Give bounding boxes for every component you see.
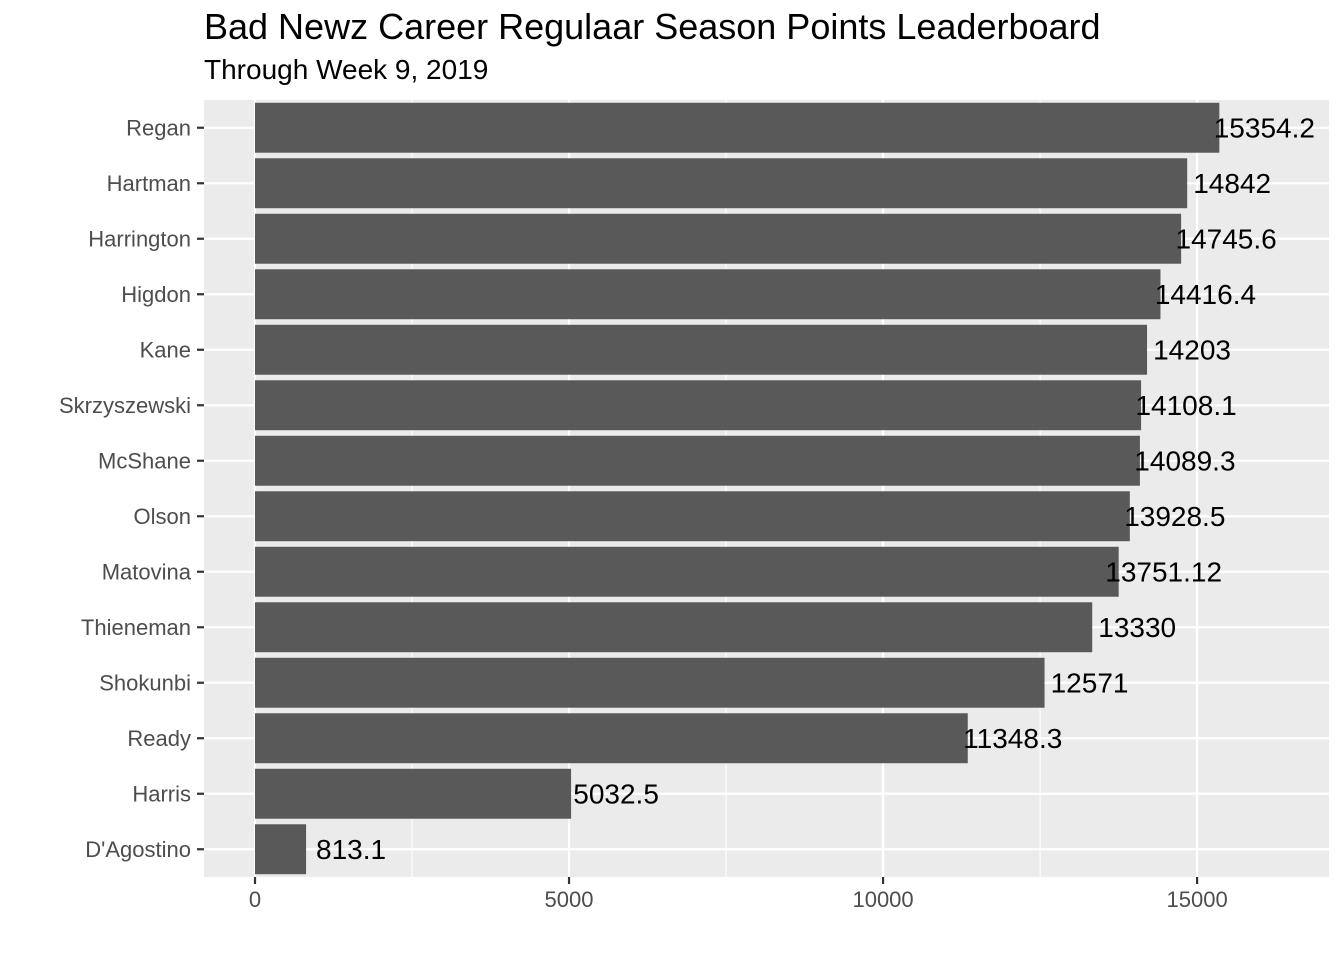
bars [254,102,1220,875]
data-label: 14842 [1193,168,1271,199]
category-label: Regan [126,115,191,140]
bar [254,380,1142,431]
data-label: 13928.5 [1124,501,1225,532]
bar [254,768,572,819]
bar [254,491,1130,542]
y-axis: Regan Hartman Harrington Higdon Kane Skrzysze… [59,115,204,862]
bar [254,824,307,875]
bar [254,657,1045,708]
category-label: Hartman [107,171,191,196]
category-label: D'Agostino [85,837,191,862]
data-label: 13330 [1098,612,1176,643]
data-label: 14089.3 [1134,445,1235,476]
category-label: Shokunbi [99,670,191,695]
category-label: McShane [98,448,191,473]
chart-title: Bad Newz Career Regulaar Season Points L… [204,6,1101,47]
bar [254,546,1119,597]
bar [254,324,1148,375]
data-labels: 15354.2 14842 14745.6 14416.4 14203 14108.1 14… [316,112,1315,865]
x-tick-label: 5000 [545,887,594,912]
bar [254,158,1188,209]
chart-subtitle: Through Week 9, 2019 [204,54,489,85]
category-label: Ready [127,726,191,751]
x-tick-label: 0 [249,887,261,912]
data-label: 14203 [1153,334,1231,365]
data-label: 5032.5 [573,778,659,809]
bar [254,269,1161,320]
category-label: Kane [140,337,191,362]
category-label: Matovina [102,559,192,584]
data-label: 14108.1 [1135,390,1236,421]
x-tick-label: 15000 [1167,887,1228,912]
bar [254,602,1093,653]
bar [254,102,1220,153]
data-label: 11348.3 [963,723,1062,754]
category-label: Harris [132,781,191,806]
data-label: 14416.4 [1155,279,1256,310]
category-label: Harrington [88,226,191,251]
bar [254,435,1140,486]
x-axis: 0 5000 10000 15000 [249,877,1228,912]
bar [254,713,968,764]
data-label: 14745.6 [1176,223,1277,254]
data-label: 12571 [1051,667,1129,698]
category-label: Higdon [121,282,191,307]
x-tick-label: 10000 [852,887,913,912]
data-label: 813.1 [316,834,386,865]
data-label: 13751.12 [1105,556,1222,587]
bar [254,213,1182,264]
data-label: 15354.2 [1214,112,1315,143]
category-label: Olson [134,504,191,529]
category-label: Skrzyszewski [59,393,191,418]
category-label: Thieneman [81,615,191,640]
